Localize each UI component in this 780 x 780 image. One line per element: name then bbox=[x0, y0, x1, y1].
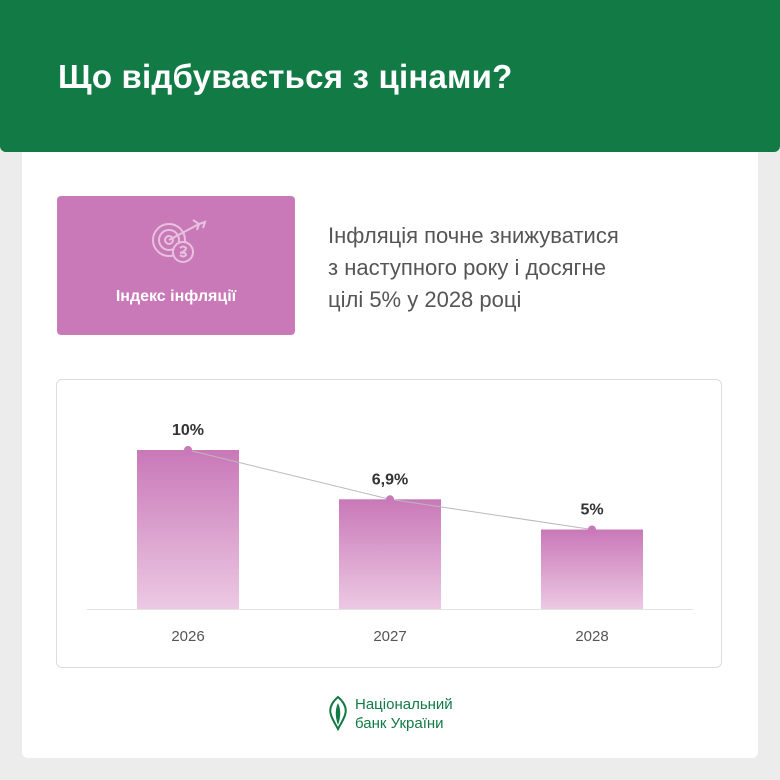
badge-label: Індекс інфляції bbox=[115, 288, 237, 305]
bar-2028 bbox=[541, 529, 643, 609]
data-label-2028: 5% bbox=[580, 502, 603, 519]
data-label-2027: 6,9% bbox=[372, 471, 408, 488]
x-tick-label-2027: 2027 bbox=[373, 628, 406, 645]
trend-point-2027 bbox=[386, 495, 394, 504]
description-text: Інфляція почне знижуватися з наступного … bbox=[328, 220, 708, 316]
x-tick-label-2026: 2026 bbox=[171, 628, 204, 645]
x-tick-label-2028: 2028 bbox=[575, 628, 608, 645]
inflation-bar-chart: 10% 2026 6,9% 2027 5% 2028 bbox=[87, 422, 693, 645]
target-hryvnia-icon bbox=[152, 219, 207, 263]
nbu-wordmark: Національний банк України bbox=[355, 695, 453, 733]
nbu-logo-icon bbox=[329, 695, 347, 731]
bar-2026 bbox=[137, 450, 239, 609]
inflation-index-badge: Індекс інфляції bbox=[57, 196, 295, 335]
chart-container: 10% 2026 6,9% 2027 5% 2028 bbox=[56, 379, 722, 668]
header-banner: Що відбувається з цінами? bbox=[0, 0, 780, 152]
trend-point-2028 bbox=[588, 525, 596, 534]
data-label-2026: 10% bbox=[172, 422, 204, 439]
page-title: Що відбувається з цінами? bbox=[58, 58, 513, 95]
trend-point-2026 bbox=[184, 446, 192, 454]
description-line: цілі 5% у 2028 році bbox=[328, 287, 522, 312]
footer-line: банк України bbox=[355, 715, 444, 732]
bar-2027 bbox=[339, 499, 441, 609]
footer-line: Національний bbox=[355, 696, 453, 713]
description-line: з наступного року і досягне bbox=[328, 255, 606, 280]
description-line: Інфляція почне знижуватися bbox=[328, 223, 619, 248]
